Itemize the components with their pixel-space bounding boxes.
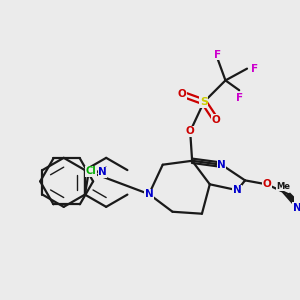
Text: N: N — [292, 203, 300, 213]
Text: N: N — [233, 185, 242, 195]
Text: O: O — [178, 89, 187, 99]
Text: F: F — [251, 64, 258, 74]
Text: O: O — [211, 115, 220, 124]
Text: Me: Me — [276, 182, 290, 191]
Text: O: O — [186, 126, 194, 136]
Text: N: N — [145, 189, 153, 199]
Text: N: N — [98, 167, 107, 177]
Text: S: S — [200, 97, 208, 107]
Text: F: F — [236, 93, 243, 103]
Text: N: N — [217, 160, 226, 170]
Text: Cl: Cl — [85, 166, 96, 176]
Text: F: F — [214, 50, 221, 60]
Text: O: O — [262, 179, 271, 189]
